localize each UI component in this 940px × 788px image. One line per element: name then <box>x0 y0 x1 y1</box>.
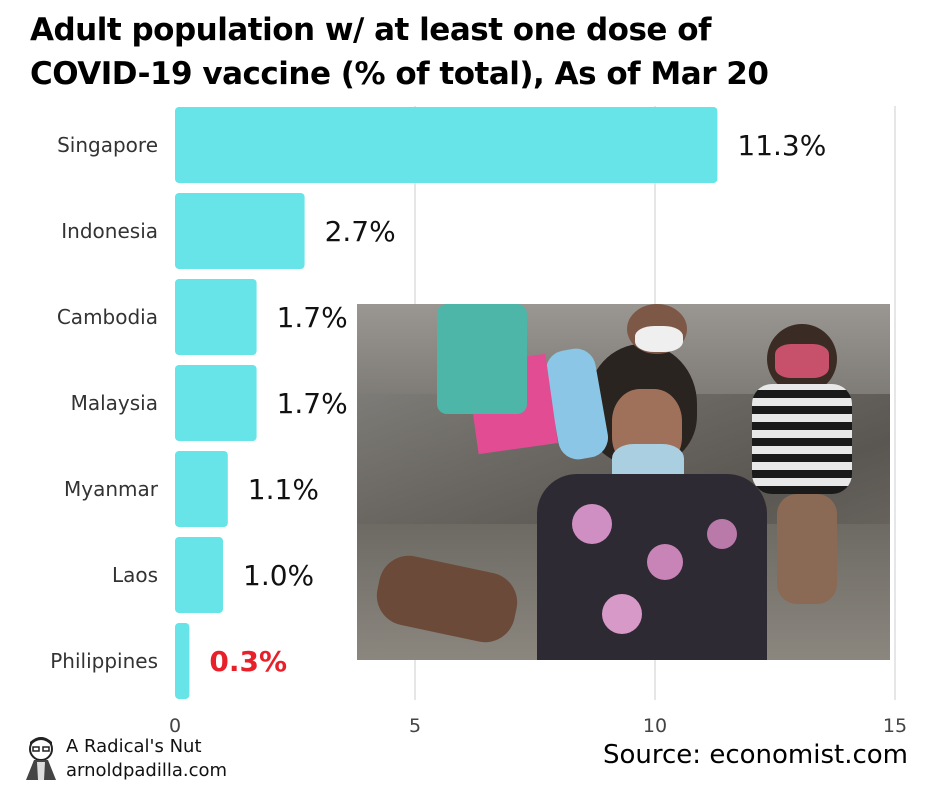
x-tick-label: 10 <box>643 715 667 737</box>
bar-singapore <box>175 107 718 183</box>
value-label: 1.1% <box>248 473 319 506</box>
bar-laos <box>175 537 223 613</box>
bar-chart: 0 5 10 15 Singapore 11.3% Indonesia 2.7% Cambodi… <box>50 106 907 737</box>
value-label: 1.7% <box>277 301 348 334</box>
value-label: 11.3% <box>737 129 826 162</box>
category-label: Singapore <box>57 133 158 157</box>
category-label: Cambodia <box>57 305 158 329</box>
source-note: Source: economist.com <box>603 740 908 770</box>
brand-site: arnoldpadilla.com <box>66 760 228 781</box>
x-tick-label: 0 <box>169 715 181 737</box>
chart-title: Adult population w/ at least one dose of… <box>30 8 910 96</box>
category-label: Philippines <box>50 649 158 673</box>
category-label: Indonesia <box>61 219 158 243</box>
category-label: Malaysia <box>71 391 158 415</box>
bar-philippines <box>175 623 190 699</box>
category-label: Laos <box>112 563 158 587</box>
title-line-1: Adult population w/ at least one dose of <box>30 12 712 48</box>
value-label: 2.7% <box>325 215 396 248</box>
x-tick-label: 5 <box>409 715 421 737</box>
photo-masked-girl-image <box>357 304 890 660</box>
value-label: 0.3% <box>209 645 287 678</box>
category-label: Myanmar <box>64 477 159 501</box>
value-label: 1.0% <box>243 559 314 592</box>
title-line-2: COVID-19 vaccine (% of total), As of Mar… <box>30 56 769 92</box>
value-label: 1.7% <box>277 387 348 420</box>
bar-cambodia <box>175 279 257 355</box>
bar-malaysia <box>175 365 257 441</box>
cartoon-avatar-icon <box>26 737 56 780</box>
brand-name: A Radical's Nut <box>66 736 202 757</box>
bar-myanmar <box>175 451 228 527</box>
x-tick-label: 15 <box>883 715 907 737</box>
bar-indonesia <box>175 193 305 269</box>
